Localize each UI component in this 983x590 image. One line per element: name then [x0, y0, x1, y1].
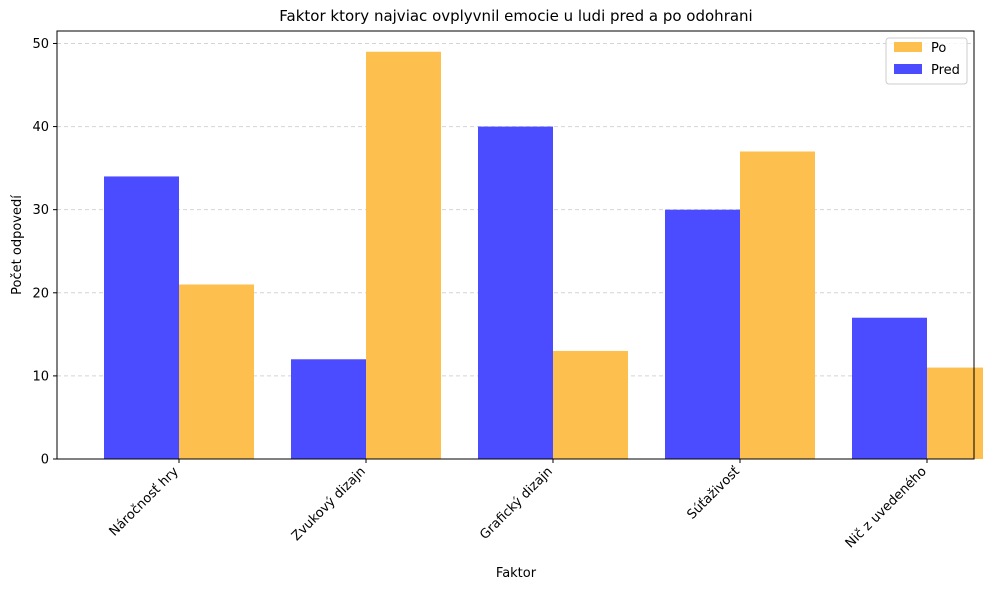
plot-frame	[56, 30, 975, 460]
x-tick-label: Zvukový dizajn	[289, 464, 369, 544]
bar-po	[366, 51, 441, 459]
legend-swatch	[894, 64, 922, 74]
bar-pred	[852, 317, 927, 459]
bar-po	[927, 367, 983, 459]
x-tick-label: Súťaživosť	[684, 464, 742, 522]
y-tick-label: 30	[32, 203, 49, 218]
bar-pred	[665, 209, 740, 459]
bars	[104, 51, 983, 459]
bar-pred	[291, 359, 366, 459]
y-tick-label: 20	[32, 286, 49, 301]
y-axis: 0 10 20 30 40 50	[32, 37, 57, 468]
bar-pred	[104, 176, 179, 459]
legend-swatch	[894, 42, 922, 52]
legend: Po Pred	[885, 37, 968, 85]
y-tick-label: 10	[32, 369, 49, 384]
bar-po	[553, 350, 628, 459]
legend-label: Po	[931, 41, 946, 56]
x-tick-label: Náročnosť hry	[107, 464, 182, 539]
x-tick-label: Nič z uvedeného	[843, 464, 930, 551]
y-tick-label: 0	[41, 453, 49, 468]
legend-label: Pred	[931, 63, 960, 78]
y-tick-label: 50	[32, 37, 49, 52]
x-axis-label: Faktor	[496, 566, 537, 581]
bar-po	[740, 151, 815, 459]
x-axis: Náročnosť hry Zvukový dizajn Grafický diza…	[107, 459, 930, 551]
chart-title: Faktor ktory najviac ovplyvnil emocie u …	[279, 7, 752, 25]
y-axis-label: Počet odpovedí	[10, 195, 25, 295]
bar-po	[179, 284, 254, 459]
x-tick-label: Grafický dizajn	[477, 464, 556, 543]
bar-pred	[478, 126, 553, 459]
y-tick-label: 40	[32, 120, 49, 135]
